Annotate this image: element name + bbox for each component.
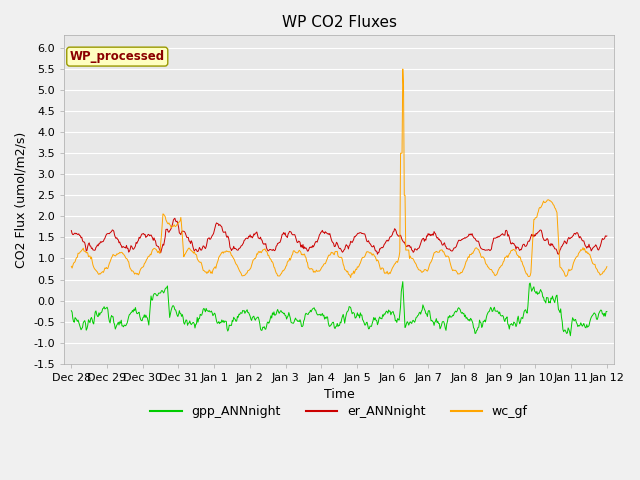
Legend: gpp_ANNnight, er_ANNnight, wc_gf: gpp_ANNnight, er_ANNnight, wc_gf: [145, 400, 533, 423]
X-axis label: Time: Time: [324, 388, 355, 401]
Text: WP_processed: WP_processed: [70, 50, 165, 63]
Y-axis label: CO2 Flux (umol/m2/s): CO2 Flux (umol/m2/s): [15, 132, 28, 268]
Title: WP CO2 Fluxes: WP CO2 Fluxes: [282, 15, 397, 30]
